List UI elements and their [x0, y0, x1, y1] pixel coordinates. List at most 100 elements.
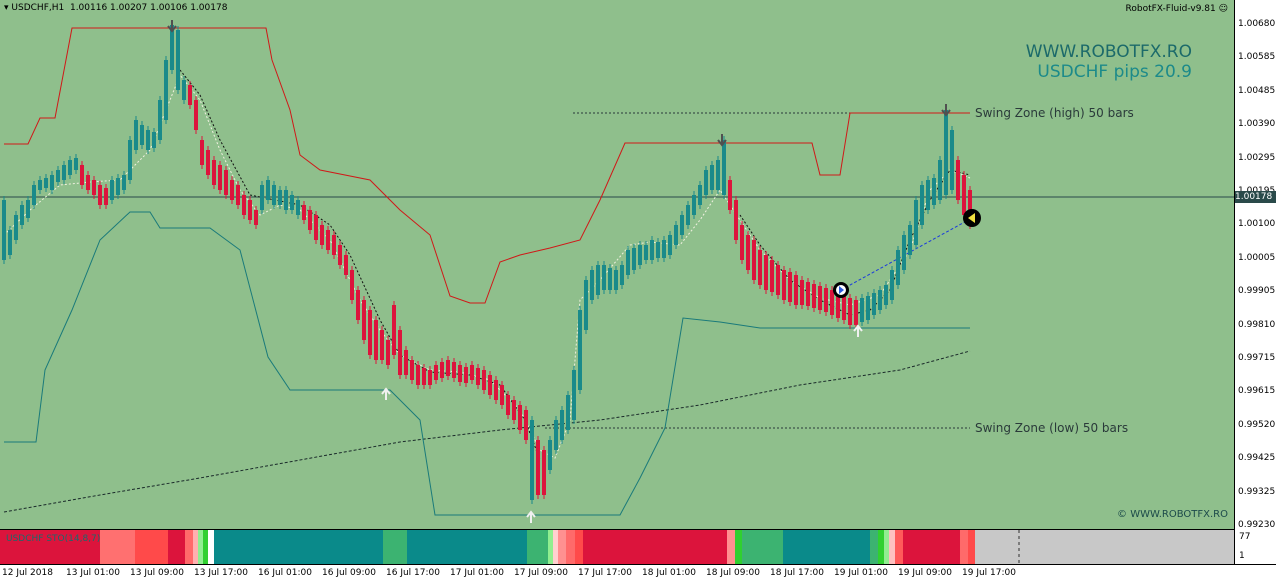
brand-site: WWW.ROBOTFX.RO [1025, 42, 1192, 62]
bearish-candle [788, 272, 792, 302]
bearish-candle [188, 85, 192, 105]
swing-low-arrow [853, 324, 863, 337]
stochastic-segment [135, 530, 168, 565]
bearish-candle [854, 300, 858, 325]
stochastic-axis[interactable]: 77 1 [1234, 529, 1276, 564]
bullish-candle [578, 310, 582, 390]
bearish-candle [842, 295, 846, 320]
stochastic-segment [727, 530, 735, 565]
bullish-candle [908, 225, 912, 255]
bearish-candle [836, 292, 840, 318]
bullish-candle [170, 25, 174, 70]
price-axis-label: 1.00005 [1238, 252, 1276, 263]
bullish-candle [686, 205, 690, 225]
stochastic-segment [870, 530, 878, 565]
swing-high-arrow [941, 104, 951, 117]
stochastic-segment [548, 530, 553, 565]
stochastic-segment [884, 530, 889, 565]
bullish-candle [638, 245, 642, 265]
bearish-candle [104, 188, 108, 205]
bearish-candle [206, 150, 210, 175]
bearish-candle [230, 180, 234, 200]
bullish-candle [650, 240, 654, 260]
stochastic-level-low: 1 [1239, 551, 1245, 561]
bullish-candle [698, 185, 702, 205]
buy-entry-marker[interactable] [833, 282, 849, 298]
stochastic-segment [968, 530, 975, 565]
bearish-candle [410, 360, 414, 380]
bearish-candle [956, 160, 960, 200]
bearish-candle [212, 160, 216, 185]
stochastic-segment [889, 530, 895, 565]
time-axis-label: 12 Jul 2018 [2, 568, 53, 578]
bearish-candle [440, 362, 444, 378]
chart-title-dropdown-icon[interactable]: ▾ [4, 3, 9, 13]
bearish-candle [404, 350, 408, 375]
price-axis-label: 1.00390 [1238, 119, 1276, 130]
bearish-candle [326, 230, 330, 250]
price-axis-label: 1.00680 [1238, 19, 1276, 29]
bullish-candle [614, 270, 618, 290]
bearish-candle [848, 298, 852, 325]
bullish-candle [944, 110, 948, 195]
bullish-candle [902, 235, 906, 270]
stochastic-segment [878, 530, 884, 565]
bullish-candle [128, 140, 132, 180]
bearish-candle [776, 265, 780, 295]
swing-high-arrow [167, 20, 177, 33]
bullish-candle [278, 190, 282, 205]
time-axis[interactable]: 12 Jul 2018 13 Jul 01:00 13 Jul 09:00 13 Ju… [0, 564, 1276, 585]
bearish-candle [98, 185, 102, 205]
time-axis-label: 13 Jul 17:00 [194, 568, 248, 578]
time-axis-label: 19 Jul 09:00 [898, 568, 952, 578]
swing-zone-high-label: Swing Zone (high) 50 bars [975, 106, 1134, 120]
bearish-candle [446, 360, 450, 376]
bullish-candle [68, 160, 72, 175]
bearish-candle [518, 405, 522, 430]
chart-symbol: USDCHF,H1 [11, 3, 65, 13]
bearish-candle [500, 385, 504, 405]
bullish-candle [596, 265, 600, 295]
bearish-candle [806, 282, 810, 306]
bullish-candle [584, 280, 588, 330]
bullish-candle [662, 240, 666, 258]
price-chart[interactable] [0, 0, 1234, 529]
expert-advisor-label[interactable]: RobotFX-Fluid-v9.81 ☺ [1126, 4, 1228, 14]
bearish-candle [344, 255, 348, 275]
stochastic-indicator-window[interactable] [0, 529, 1234, 565]
bullish-candle [164, 60, 168, 120]
bullish-candle [716, 160, 720, 190]
bullish-candle [50, 175, 54, 190]
bearish-candle [362, 300, 366, 340]
swing-high-arrow [717, 134, 727, 147]
bullish-candle [2, 200, 6, 260]
bearish-candle [368, 310, 372, 355]
bearish-candle [80, 165, 84, 185]
bullish-candle [566, 395, 570, 430]
price-axis-label: 0.99230 [1238, 520, 1276, 530]
bullish-candle [122, 175, 126, 190]
expert-name: RobotFX-Fluid-v9.81 [1125, 4, 1216, 14]
bearish-candle [200, 140, 204, 165]
bearish-candle [86, 175, 90, 190]
stochastic-segment [583, 530, 727, 565]
bullish-candle [146, 130, 150, 150]
bearish-candle [962, 175, 966, 215]
time-axis-label: 18 Jul 01:00 [642, 568, 696, 578]
bullish-candle [20, 205, 24, 225]
time-axis-label: 16 Jul 01:00 [258, 568, 312, 578]
bullish-candle [620, 265, 624, 285]
bullish-candle [26, 200, 30, 218]
price-axis[interactable]: 1.00680 1.00585 1.00485 1.00390 1.00295 1.001… [1234, 0, 1276, 530]
bullish-candle [290, 195, 294, 210]
bearish-candle [218, 165, 222, 190]
upper-band-line [4, 27, 970, 304]
stochastic-segment [100, 530, 135, 565]
price-axis-label: 0.99425 [1238, 453, 1276, 464]
stochastic-segment [193, 530, 198, 565]
bullish-candle [668, 235, 672, 255]
bearish-candle [470, 365, 474, 380]
bullish-candle [866, 296, 870, 320]
sell-exit-marker[interactable] [963, 209, 981, 227]
